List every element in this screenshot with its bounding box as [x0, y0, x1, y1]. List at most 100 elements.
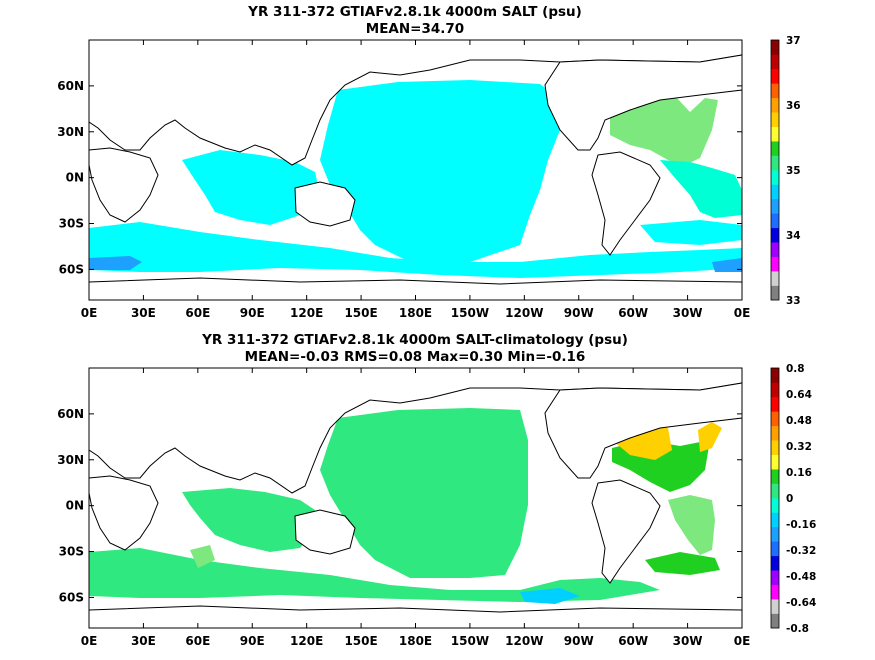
- colorbar-swatch: [771, 454, 779, 470]
- colorbar-swatch: [771, 54, 779, 70]
- colorbar-frame: [770, 39, 780, 301]
- colorbar-swatch: [771, 155, 779, 171]
- colorbar-label: 35: [786, 165, 801, 177]
- colorbar-swatch: [771, 555, 779, 571]
- colorbar-swatches: [771, 40, 779, 301]
- coastlines: [88, 39, 743, 301]
- x-tick-label: 60W: [618, 634, 648, 648]
- x-tick-label: 30E: [131, 306, 156, 320]
- colorbar-label: -0.16: [786, 519, 816, 531]
- colorbar-swatch: [771, 97, 779, 113]
- x-tick-label: 180E: [399, 634, 432, 648]
- region-indian: [182, 150, 320, 225]
- colorbar-swatch: [771, 112, 779, 127]
- colorbar-swatch: [771, 498, 779, 513]
- x-tick-label: 120W: [505, 306, 543, 320]
- x-tick-label: 150W: [451, 306, 489, 320]
- colorbar-swatch: [771, 599, 779, 614]
- ocean-field: [89, 80, 742, 278]
- colorbar-label: 34: [786, 230, 801, 242]
- x-tick-label: 0E: [81, 306, 98, 320]
- colorbar-label: 0.8: [786, 363, 805, 375]
- x-tick-label: 120E: [290, 634, 323, 648]
- colorbar-swatch: [771, 126, 779, 142]
- map-plot-area: 0E 30E 60E 90E 120E 150E 180E 150W 120W 90W 60W 30W…: [57, 39, 750, 320]
- land-s-america: [591, 151, 661, 256]
- colorbar-swatch: [771, 198, 779, 214]
- y-tick-label: 60S: [59, 590, 84, 604]
- colorbar-swatch: [771, 469, 779, 484]
- colorbar-swatch: [771, 411, 779, 427]
- region-indian: [182, 488, 315, 552]
- colorbar-swatch: [771, 526, 779, 542]
- x-tick-label: 90E: [240, 634, 265, 648]
- land-s-america: [591, 479, 661, 584]
- colorbar-label: 36: [786, 100, 801, 112]
- x-tick-label: 120E: [290, 306, 323, 320]
- colorbar-swatch: [771, 396, 779, 412]
- y-tick-label: 60S: [59, 262, 84, 276]
- colorbar-label: 0.16: [786, 467, 812, 479]
- land-eurasia: [88, 39, 743, 166]
- x-tick-label: 180E: [399, 306, 432, 320]
- coastlines: [88, 367, 743, 629]
- map-plot-area: 0E 30E 60E 90E 120E 150E 180E 150W 120W 90W 60W 30W…: [57, 367, 750, 648]
- region-pacific: [320, 408, 528, 578]
- colorbar-swatch: [771, 141, 779, 156]
- colorbar-swatch: [771, 368, 779, 383]
- colorbar-swatch: [771, 541, 779, 557]
- axis-ticks: 0E 30E 60E 90E 120E 150E 180E 150W 120W 90W 60W 30W…: [57, 40, 750, 320]
- x-tick-label: 30W: [673, 306, 703, 320]
- y-tick-label: 30S: [59, 217, 84, 231]
- colorbar-swatch: [771, 382, 779, 398]
- x-tick-label: 90W: [564, 634, 594, 648]
- colorbar-swatch: [771, 242, 779, 257]
- land-australia: [294, 181, 356, 227]
- x-tick-label: 60E: [185, 306, 210, 320]
- land-n-america: [544, 54, 743, 151]
- colorbar-label: -0.8: [786, 623, 809, 635]
- region-blue-patch-e: [712, 258, 742, 272]
- colorbar-swatch: [771, 184, 779, 200]
- colorbar-swatch: [771, 256, 779, 272]
- y-tick-label: 30N: [57, 453, 84, 467]
- x-tick-label: 60W: [618, 306, 648, 320]
- colorbar-label: 0.64: [786, 389, 812, 401]
- land-africa: [88, 475, 159, 551]
- salt-anomaly-panel: YR 311-372 GTIAFv2.8.1k 4000m SALT-clima…: [57, 332, 816, 648]
- colorbar-frame: [770, 367, 780, 629]
- x-tick-label: 150E: [344, 634, 377, 648]
- y-tick-label: 0N: [66, 499, 84, 513]
- x-tick-label: 30W: [673, 634, 703, 648]
- region-southern-patch: [640, 220, 742, 245]
- x-tick-label: 90E: [240, 306, 265, 320]
- region-pacific: [320, 80, 560, 262]
- colorbar-label: 0.48: [786, 415, 812, 427]
- land-n-america: [544, 382, 743, 479]
- colorbar-swatch: [771, 425, 779, 441]
- y-tick-label: 60N: [57, 79, 84, 93]
- region-s-atlantic-band: [645, 552, 720, 575]
- region-n-atlantic-high-2: [698, 422, 722, 452]
- y-tick-label: 0N: [66, 171, 84, 185]
- colorbar: 0.8 0.64 0.48 0.32 0.16 0 -0.16 -0.32 -0.48 -0.64…: [770, 363, 816, 635]
- colorbar-swatch: [771, 68, 779, 84]
- colorbar-swatch: [771, 483, 779, 499]
- colorbar-label: 0.32: [786, 441, 812, 453]
- colorbar-swatch: [771, 83, 779, 99]
- chart-subtitle: MEAN=-0.03 RMS=0.08 Max=0.30 Min=-0.16: [245, 349, 586, 365]
- land-africa: [88, 147, 159, 223]
- land-eurasia: [88, 367, 743, 494]
- region-s-atlantic: [660, 160, 742, 218]
- colorbar-swatch: [771, 170, 779, 185]
- colorbar-swatch: [771, 512, 779, 528]
- region-blue-patch-w: [89, 256, 142, 270]
- ocean-field: [89, 408, 722, 604]
- chart-title: YR 311-372 GTIAFv2.8.1k 4000m SALT (psu): [247, 4, 582, 20]
- salt-panel: YR 311-372 GTIAFv2.8.1k 4000m SALT (psu)…: [57, 4, 800, 320]
- region-s-atlantic: [668, 495, 715, 555]
- colorbar-label: -0.48: [786, 571, 816, 583]
- colorbar: 37 36 35 34 33: [770, 35, 801, 307]
- colorbar-label: 33: [786, 295, 801, 307]
